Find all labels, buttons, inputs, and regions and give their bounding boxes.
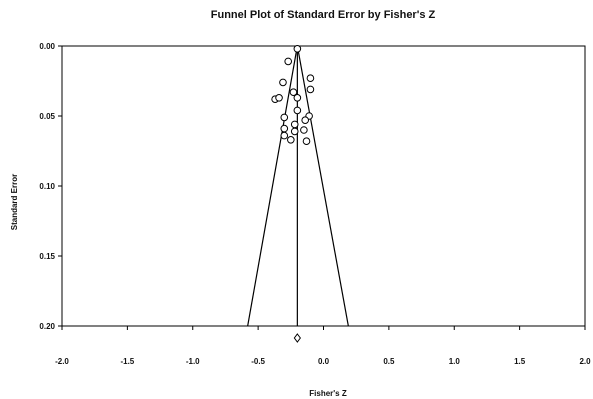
study-point: [280, 124, 289, 133]
study-point: [290, 120, 299, 129]
x-tick-label: 1.0: [449, 357, 461, 366]
funnel-lines: [247, 45, 349, 327]
study-point: [287, 136, 295, 144]
data-points: [271, 45, 315, 343]
study-point: [293, 106, 302, 115]
x-tick-label: 1.5: [514, 357, 526, 366]
x-tick-label: -1.5: [120, 357, 134, 366]
study-point: [306, 74, 315, 82]
x-tick-label: -1.0: [186, 357, 200, 366]
y-axis-ticks: 0.00 0.05 0.10 0.15 0.20: [39, 42, 62, 331]
study-point: [300, 126, 308, 134]
x-tick-label: 0.5: [383, 357, 395, 366]
funnel-right-limit: [296, 45, 349, 327]
study-point: [302, 137, 311, 145]
study-point: [280, 131, 289, 140]
x-tick-label: -0.5: [251, 357, 265, 366]
x-axis-ticks: -2.0 -1.5 -1.0 -0.5 0.0 0.5 1.0 1.5 2.0: [55, 326, 591, 366]
plot-area-frame: [61, 45, 586, 327]
study-point: [293, 94, 302, 102]
y-tick-label: 0.00: [39, 42, 55, 51]
y-tick-label: 0.20: [39, 322, 55, 331]
study-point: [293, 45, 302, 53]
study-point: [290, 127, 299, 136]
y-tick-label: 0.05: [39, 112, 55, 121]
study-point: [280, 113, 289, 122]
study-point: [284, 57, 292, 66]
study-point: [279, 78, 287, 87]
x-axis-title: Fisher's Z: [309, 389, 347, 398]
study-point: [289, 88, 298, 96]
summary-diamond: [293, 333, 301, 343]
x-tick-label: -2.0: [55, 357, 69, 366]
y-tick-label: 0.15: [39, 252, 55, 261]
study-point: [275, 94, 283, 102]
x-tick-label: 0.0: [318, 357, 330, 366]
study-point: [306, 85, 315, 94]
y-tick-label: 0.10: [39, 182, 55, 191]
y-axis-title: Standard Error: [10, 174, 19, 230]
x-tick-label: 2.0: [579, 357, 591, 366]
funnel-left-limit: [247, 45, 298, 327]
study-point: [301, 116, 309, 124]
chart-title: Funnel Plot of Standard Error by Fisher'…: [211, 9, 436, 21]
